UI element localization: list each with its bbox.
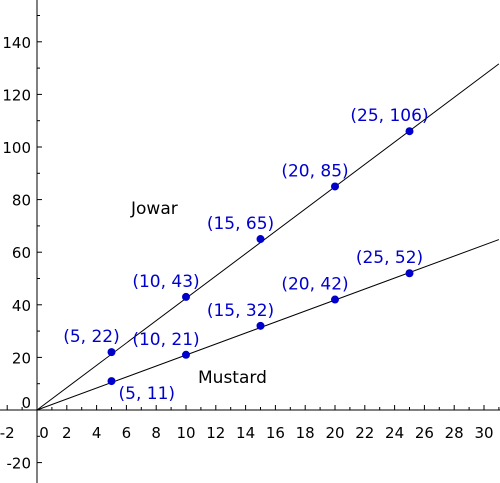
x-tick-label: 6: [122, 424, 132, 442]
data-point-jowar: [405, 127, 414, 136]
x-tick-label: 26: [415, 424, 434, 442]
x-tick-label: 2: [62, 424, 72, 442]
data-points: [107, 127, 414, 386]
point-label-mustard: (15, 32): [207, 301, 274, 321]
point-label-jowar: (15, 65): [207, 214, 274, 234]
data-point-mustard: [405, 269, 414, 278]
x-tick-label: -2: [0, 424, 15, 442]
point-label-mustard: (10, 21): [132, 330, 199, 350]
point-labels: (5, 22) (10, 43) (15, 65) (20, 85) (25, 106)…: [63, 106, 428, 404]
trend-lines: [36, 63, 500, 411]
point-label-mustard: (20, 42): [281, 275, 348, 295]
y-tick-label: 0: [21, 394, 31, 412]
data-point-jowar: [107, 348, 116, 357]
x-tick-label: 24: [385, 424, 404, 442]
point-label-jowar: (10, 43): [132, 272, 199, 292]
point-label-mustard: (25, 52): [356, 248, 423, 268]
series-label-mustard: Mustard: [198, 368, 267, 388]
trend-line-mustard: [36, 239, 500, 411]
x-tick-label: 16: [266, 424, 285, 442]
y-tick-label: -20: [7, 455, 32, 473]
y-tick-label: 80: [12, 192, 31, 210]
x-tick-label: 22: [355, 424, 374, 442]
x-tick-label: 10: [176, 424, 195, 442]
data-point-jowar: [182, 292, 190, 301]
data-point-mustard: [182, 350, 190, 359]
x-tick-label: 8: [151, 424, 161, 442]
x-tick-label: 20: [325, 424, 344, 442]
x-tick-label: 14: [236, 424, 255, 442]
series-label-jowar: Jowar: [130, 199, 178, 219]
point-label-mustard: (5, 11): [119, 384, 176, 404]
data-point-mustard: [331, 295, 339, 304]
y-tick-label: 140: [2, 34, 31, 52]
data-point-mustard: [107, 377, 116, 386]
x-tick-label: 30: [474, 424, 493, 442]
point-label-jowar: (25, 106): [350, 106, 428, 126]
data-point-mustard: [256, 321, 265, 330]
y-tick-label: 120: [2, 86, 31, 104]
data-point-jowar: [331, 182, 339, 191]
x-tick-label: 0: [39, 424, 49, 442]
y-tick-label: 40: [12, 297, 31, 315]
y-tick-label: 20: [12, 349, 31, 367]
y-tick-label: 100: [2, 139, 31, 157]
point-label-jowar: (20, 85): [281, 161, 348, 181]
x-tick-label: 4: [92, 424, 102, 442]
x-tick-label: 12: [206, 424, 225, 442]
x-tick-label: 18: [296, 424, 315, 442]
y-tick-label: 60: [12, 244, 31, 262]
point-label-jowar: (5, 22): [63, 327, 120, 347]
x-tick-label: 28: [445, 424, 464, 442]
data-point-jowar: [256, 235, 265, 244]
trend-line-jowar: [36, 63, 500, 411]
